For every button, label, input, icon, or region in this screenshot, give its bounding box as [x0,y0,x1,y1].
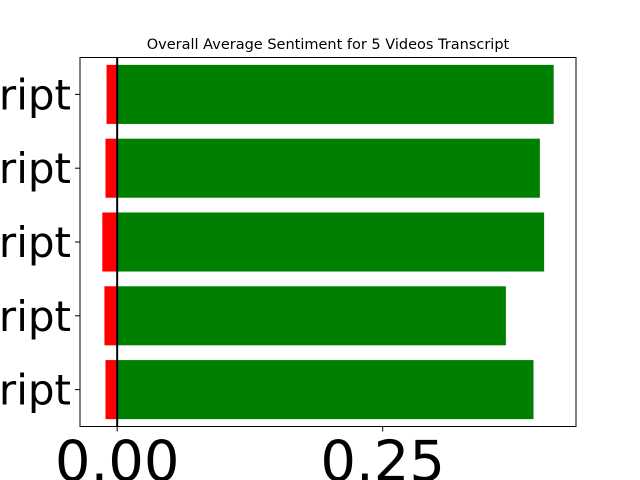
bars-group [102,64,554,420]
y-tick-label: ript [0,292,71,341]
positive-bar-3 [117,138,540,198]
x-tick-label: 0.25 [320,430,445,480]
x-axis-ticks: 0.00 0.25 [55,426,445,480]
chart-title: Overall Average Sentiment for 5 Videos T… [147,37,510,53]
y-tick-label: ript [0,144,71,193]
y-axis-ticks: ript ript ript ript ript [0,70,80,415]
y-tick-label: ript [0,70,71,119]
positive-bar-2 [117,212,545,272]
x-tick-label: 0.00 [55,430,180,480]
negative-bar-4 [106,64,118,124]
y-tick-label: ript [0,218,71,267]
positive-bar-4 [117,64,554,124]
negative-bar-3 [105,138,118,198]
negative-bar-0 [105,360,118,420]
negative-bar-1 [104,286,118,346]
positive-bar-0 [117,360,534,420]
positive-bar-1 [117,286,506,346]
y-tick-label: ript [0,366,71,415]
negative-bar-2 [102,212,118,272]
